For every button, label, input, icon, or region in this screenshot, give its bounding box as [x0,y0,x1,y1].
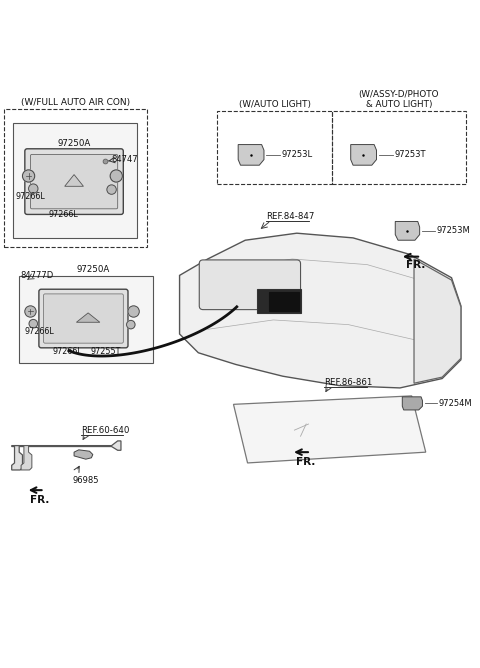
Circle shape [128,306,139,317]
Text: 97266L: 97266L [48,210,78,219]
FancyBboxPatch shape [39,289,128,348]
Text: 97254M: 97254M [438,399,472,408]
Bar [217,112,332,184]
FancyBboxPatch shape [199,260,300,309]
Text: 97266L: 97266L [15,192,45,201]
Text: 97253M: 97253M [436,226,470,235]
Text: (W/AUTO LIGHT): (W/AUTO LIGHT) [239,100,311,109]
Text: 97266L: 97266L [25,327,55,336]
Text: 97266L: 97266L [53,347,83,356]
Circle shape [29,184,38,193]
Bar [4,109,147,247]
Bar [13,123,137,238]
Text: (W/FULL AUTO AIR CON): (W/FULL AUTO AIR CON) [21,98,130,107]
Polygon shape [180,233,461,388]
Text: FR.: FR. [30,495,49,505]
Bar [19,277,153,363]
Text: FR.: FR. [406,261,425,271]
Text: 97250A: 97250A [76,265,109,274]
Text: 84747: 84747 [111,155,138,164]
Bar [332,112,466,184]
Text: 97250A: 97250A [58,140,91,148]
Polygon shape [257,289,301,313]
Polygon shape [65,174,84,186]
Text: 97255T: 97255T [90,347,121,356]
FancyBboxPatch shape [44,294,123,343]
Polygon shape [76,313,100,322]
FancyBboxPatch shape [25,149,123,214]
Polygon shape [238,144,264,165]
Text: 97253L: 97253L [282,150,313,160]
Text: FR.: FR. [296,457,315,467]
Polygon shape [414,259,461,383]
Text: REF.84-847: REF.84-847 [266,212,315,220]
Text: 84777D: 84777D [20,271,53,280]
Polygon shape [269,292,299,311]
Text: REF.60-640: REF.60-640 [81,426,130,435]
Polygon shape [402,397,422,410]
Text: 96985: 96985 [72,476,99,485]
Polygon shape [12,441,121,450]
Polygon shape [74,450,93,459]
Circle shape [29,319,37,328]
Text: (W/ASSY-D/PHOTO
& AUTO LIGHT): (W/ASSY-D/PHOTO & AUTO LIGHT) [359,90,439,109]
Circle shape [23,170,35,182]
Circle shape [127,321,135,329]
Text: 97253T: 97253T [395,150,426,160]
Polygon shape [351,144,376,165]
Polygon shape [395,222,420,240]
Circle shape [25,306,36,317]
Circle shape [107,185,116,194]
Polygon shape [12,446,23,470]
Polygon shape [233,396,426,463]
FancyBboxPatch shape [30,154,118,209]
Circle shape [110,170,122,182]
Polygon shape [21,446,32,470]
Text: REF.86-861: REF.86-861 [324,377,372,387]
